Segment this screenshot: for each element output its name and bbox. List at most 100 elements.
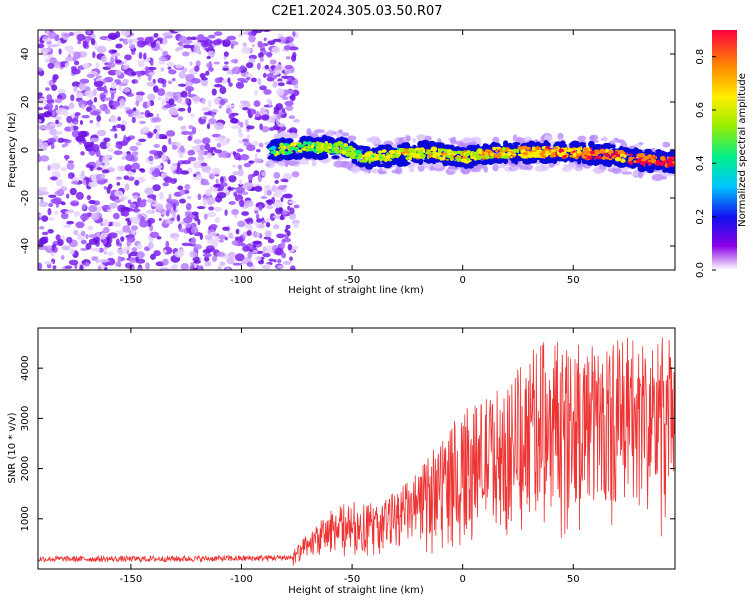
heatmap-cell [113, 150, 123, 156]
heatmap-cell [561, 166, 572, 172]
heatmap-cell [274, 201, 283, 209]
heatmap-cell [512, 142, 521, 146]
heatmap-cell [99, 259, 110, 263]
heatmap-cell [366, 151, 372, 156]
heatmap-cell [213, 206, 223, 212]
heatmap-cell [223, 51, 229, 57]
heatmap-cell [484, 143, 490, 151]
heatmap-cell [99, 105, 104, 111]
heatmap-cell [627, 161, 631, 164]
colorbar-tick-label: 0.6 [695, 102, 706, 118]
heatmap-cell [307, 144, 310, 149]
heatmap-cell [358, 150, 362, 154]
heatmap-cell [38, 141, 45, 148]
heatmap-cell [134, 179, 140, 186]
heatmap-cell [243, 182, 253, 190]
heatmap-cell [569, 154, 573, 158]
colorbar-ticks: 0.0 0.2 0.4 0.6 0.8 [695, 49, 716, 278]
heatmap-cell [244, 218, 252, 223]
heatmap-cell [121, 30, 131, 37]
heatmap-cell [253, 30, 263, 34]
heatmap-cell [47, 62, 55, 69]
heatmap-cell [242, 138, 250, 143]
heatmap-cell [279, 214, 284, 221]
heatmap-cell [136, 40, 146, 48]
heatmap-cell [266, 76, 275, 82]
heatmap-cell [266, 189, 272, 196]
heatmap-cell [71, 68, 81, 75]
heatmap-cell [162, 182, 169, 187]
heatmap-cell [513, 158, 519, 165]
heatmap-cell [553, 146, 559, 150]
heatmap-cell [57, 137, 65, 143]
heatmap-cell [222, 39, 231, 47]
heatmap-cell [209, 147, 217, 151]
heatmap-cell [481, 157, 486, 160]
heatmap-cell [517, 146, 524, 151]
spectrogram-x-tick-label: -50 [344, 275, 360, 286]
heatmap-cell [177, 107, 186, 112]
heatmap-cell [239, 154, 250, 161]
heatmap-cell [79, 264, 84, 270]
heatmap-cell [146, 81, 155, 87]
heatmap-cell [198, 265, 204, 270]
heatmap-cell [291, 171, 300, 178]
heatmap-cell [348, 145, 353, 151]
heatmap-cell [108, 183, 113, 189]
heatmap-cell [512, 148, 518, 154]
heatmap-cell [280, 240, 286, 248]
heatmap-cell [85, 164, 91, 168]
heatmap-cell [200, 182, 210, 186]
heatmap-cell [272, 80, 278, 88]
heatmap-cell [129, 145, 139, 152]
heatmap-cell [135, 114, 145, 119]
heatmap-cell [270, 150, 277, 154]
heatmap-cell [68, 102, 75, 110]
heatmap-cell [104, 242, 112, 248]
heatmap-cell [81, 114, 90, 119]
heatmap-cell [191, 211, 199, 216]
heatmap-cell [254, 185, 263, 192]
heatmap-cell [175, 64, 183, 69]
heatmap-cell [187, 149, 196, 156]
heatmap-cell [427, 149, 431, 154]
heatmap-cell [548, 149, 552, 153]
heatmap-cell [600, 149, 606, 153]
snr-series-line [38, 337, 675, 566]
heatmap-cell [179, 198, 186, 204]
heatmap-cell [50, 162, 61, 171]
heatmap-cell [187, 135, 192, 141]
heatmap-cell [230, 43, 234, 49]
heatmap-cell [228, 82, 233, 87]
heatmap-cell [58, 48, 62, 55]
heatmap-cell [274, 180, 279, 184]
heatmap-cell [405, 142, 410, 148]
heatmap-cell [199, 144, 206, 151]
heatmap-cell [235, 186, 245, 194]
heatmap-cell [206, 62, 213, 69]
heatmap-cell [637, 171, 644, 179]
heatmap-cell [226, 256, 235, 265]
heatmap-cell [213, 84, 223, 88]
heatmap-cell [74, 112, 81, 116]
heatmap-cell [355, 151, 359, 157]
heatmap-cell [135, 91, 145, 96]
heatmap-cell [633, 147, 638, 152]
heatmap-cell [246, 230, 252, 236]
heatmap-cell [55, 130, 63, 135]
heatmap-cell [208, 206, 215, 211]
heatmap-cell [119, 98, 125, 106]
heatmap-cell [345, 152, 351, 157]
heatmap-cell [228, 201, 236, 205]
heatmap-cell [263, 89, 272, 95]
heatmap-cell [228, 113, 235, 120]
heatmap-cell [273, 133, 279, 139]
heatmap-cell [282, 107, 286, 113]
heatmap-cell [461, 138, 473, 144]
snr-y-ticks: 1000 2000 3000 4000 [20, 355, 675, 532]
heatmap-cell [167, 66, 172, 70]
heatmap-cell [196, 34, 205, 42]
heatmap-cell [111, 100, 121, 107]
heatmap-cell [235, 228, 240, 235]
heatmap-cell [136, 251, 145, 259]
